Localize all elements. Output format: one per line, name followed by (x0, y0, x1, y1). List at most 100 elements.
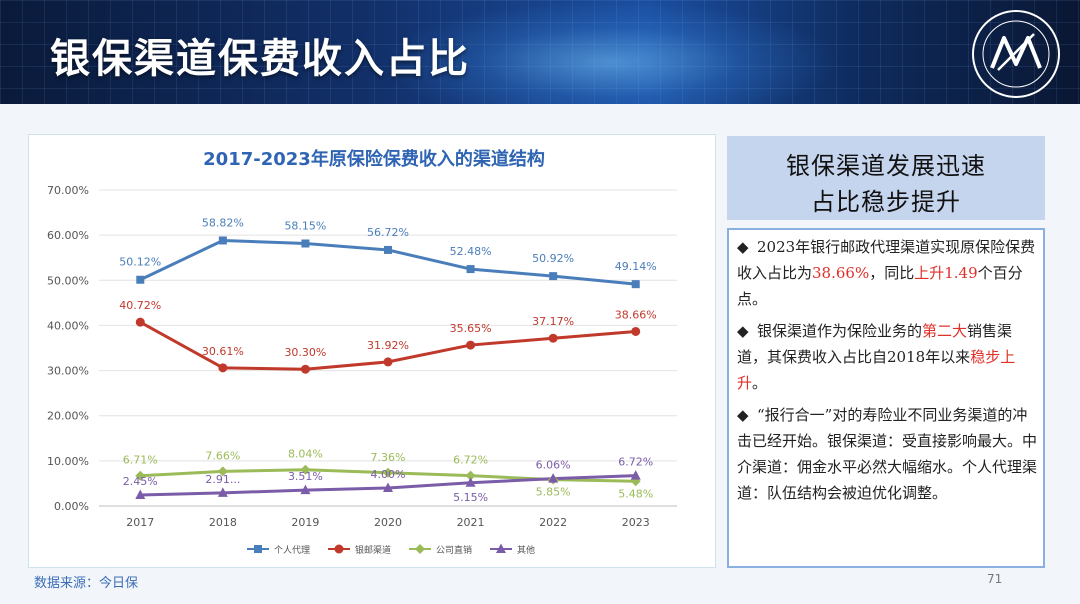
data-label: 7.36% (371, 451, 406, 464)
data-label: 30.61% (202, 345, 244, 358)
data-label: 52.48% (450, 245, 492, 258)
data-label: 30.30% (284, 346, 326, 359)
data-point-marker (300, 364, 310, 374)
data-label: 8.04% (288, 448, 323, 461)
bullet-1-text-a: 2023年银行邮政代理渠道实现原保险保费收入占比为 (737, 238, 1036, 282)
data-point-marker (301, 239, 310, 248)
data-label: 4.00% (371, 468, 406, 481)
data-point-marker (383, 482, 393, 492)
conclusion-bullets-box: ◆ 2023年银行邮政代理渠道实现原保险保费收入占比为38.66%，同比上升1.4… (727, 228, 1045, 568)
data-point-marker (465, 470, 476, 481)
data-point-marker (548, 473, 559, 483)
bullet-item-1: ◆ 2023年银行邮政代理渠道实现原保险保费收入占比为38.66%，同比上升1.4… (737, 234, 1037, 312)
channel-structure-line-chart: 2017-2023年原保险保费收入的渠道结构 0.00% 10.00% 20.00%… (47, 148, 677, 556)
legend-marker-bank (334, 544, 344, 554)
data-point-marker (466, 340, 476, 350)
data-point-marker (135, 317, 145, 327)
data-point-marker (549, 272, 558, 281)
data-label: 40.72% (119, 299, 161, 312)
data-label: 31.92% (367, 339, 409, 352)
y-tick-label: 70.00% (47, 184, 89, 197)
y-tick-label: 60.00% (47, 229, 89, 242)
data-point-marker (218, 363, 228, 373)
page-number: 71 (987, 572, 1003, 586)
bullet-2-text-a: 银保渠道作为保险业务的 (757, 322, 923, 340)
x-tick-label: 2017 (126, 516, 154, 529)
data-label: 50.12% (119, 256, 161, 269)
legend-label-other: 其他 (517, 544, 535, 556)
x-tick-label: 2023 (622, 516, 650, 529)
data-label: 6.71% (123, 454, 158, 467)
data-label: 6.72% (453, 454, 488, 467)
header-banner: 银保渠道保费收入占比 (0, 0, 1080, 104)
legend-label-company: 公司直销 (436, 544, 472, 556)
conclusion-heading-line1: 银保渠道发展迅速 (786, 152, 986, 180)
data-label: 50.92% (532, 252, 574, 265)
header-glow-decoration (380, 0, 840, 104)
data-point-marker (135, 470, 146, 481)
x-tick-label: 2021 (457, 516, 485, 529)
data-point-marker (300, 464, 311, 475)
x-tick-label: 2020 (374, 516, 402, 529)
y-tick-label: 20.00% (47, 410, 89, 423)
bullet-3-text: “报行合一”对的寿险业不同业务渠道的冲击已经开始。银保渠道：受直接影响最大。中介… (737, 406, 1038, 502)
bullet-2-highlight-rank: 第二大 (922, 322, 968, 340)
data-point-marker (466, 265, 475, 274)
conclusion-heading-box: 银保渠道发展迅速 占比稳步提升 (727, 136, 1045, 220)
x-tick-label: 2018 (209, 516, 237, 529)
data-label: 5.48% (618, 487, 653, 500)
data-point-marker (383, 357, 393, 367)
legend-marker-other (496, 543, 506, 553)
bullet-item-3: ◆ “报行合一”对的寿险业不同业务渠道的冲击已经开始。银保渠道：受直接影响最大。中… (737, 402, 1037, 506)
data-label: 2.45% (123, 475, 158, 488)
data-source-note: 数据来源：今日保 (34, 576, 139, 591)
diamond-bullet-icon: ◆ (737, 406, 749, 424)
bullet-1-text-b: ，同比 (869, 264, 915, 282)
bullet-1-highlight-share: 38.66% (812, 264, 870, 282)
y-tick-label: 40.00% (47, 319, 89, 332)
page-title: 银保渠道保费收入占比 (50, 36, 470, 82)
data-point-marker (300, 484, 311, 495)
data-label: 38.66% (615, 308, 657, 321)
data-point-marker (217, 466, 228, 477)
data-label: 37.17% (532, 315, 574, 328)
data-label: 2.91... (205, 473, 240, 486)
data-label: 6.06% (536, 459, 571, 472)
y-tick-label: 30.00% (47, 365, 89, 378)
association-logo-icon (972, 10, 1060, 98)
data-point-marker (383, 467, 393, 478)
data-label: 3.51% (288, 470, 323, 483)
y-tick-label: 10.00% (47, 455, 89, 468)
chart-title: 2017-2023年原保险保费收入的渠道结构 (203, 148, 545, 170)
data-label: 58.15% (284, 219, 326, 232)
data-point-marker (136, 275, 145, 284)
data-point-marker (631, 280, 640, 289)
data-point-marker (631, 326, 641, 336)
bullet-2-text-c: 。 (752, 374, 768, 392)
legend-marker-company (415, 544, 425, 554)
data-point-marker (217, 487, 228, 497)
data-label: 6.72% (618, 456, 653, 469)
data-point-marker (548, 333, 558, 343)
data-label: 7.66% (205, 449, 240, 462)
data-point-marker (135, 489, 146, 499)
data-label: 58.82% (202, 216, 244, 229)
data-point-marker (630, 470, 641, 480)
x-tick-label: 2022 (539, 516, 567, 529)
bullet-2-text-b: 销售渠道，其保费收入占比自2018年以来 (737, 322, 1013, 366)
y-tick-label: 50.00% (47, 274, 89, 287)
bullet-1-highlight-rise: 上升1.49 (914, 264, 978, 282)
legend-label-personal: 个人代理 (274, 545, 310, 556)
data-point-marker (218, 236, 227, 245)
data-label: 35.65% (450, 322, 492, 335)
diamond-bullet-icon: ◆ (737, 322, 749, 340)
legend-label-bank: 银邮渠道 (355, 544, 391, 556)
data-label: 5.85% (536, 486, 571, 499)
data-label: 56.72% (367, 226, 409, 239)
conclusion-heading-line2: 占比稳步提升 (811, 188, 961, 216)
bullet-1-text-c: 个百分点。 (737, 264, 1023, 308)
data-point-marker (384, 245, 392, 254)
data-label: 5.15% (453, 491, 488, 504)
bullet-2-highlight-trend: 稳步上升 (737, 348, 1016, 392)
x-tick-label: 2019 (291, 516, 319, 529)
